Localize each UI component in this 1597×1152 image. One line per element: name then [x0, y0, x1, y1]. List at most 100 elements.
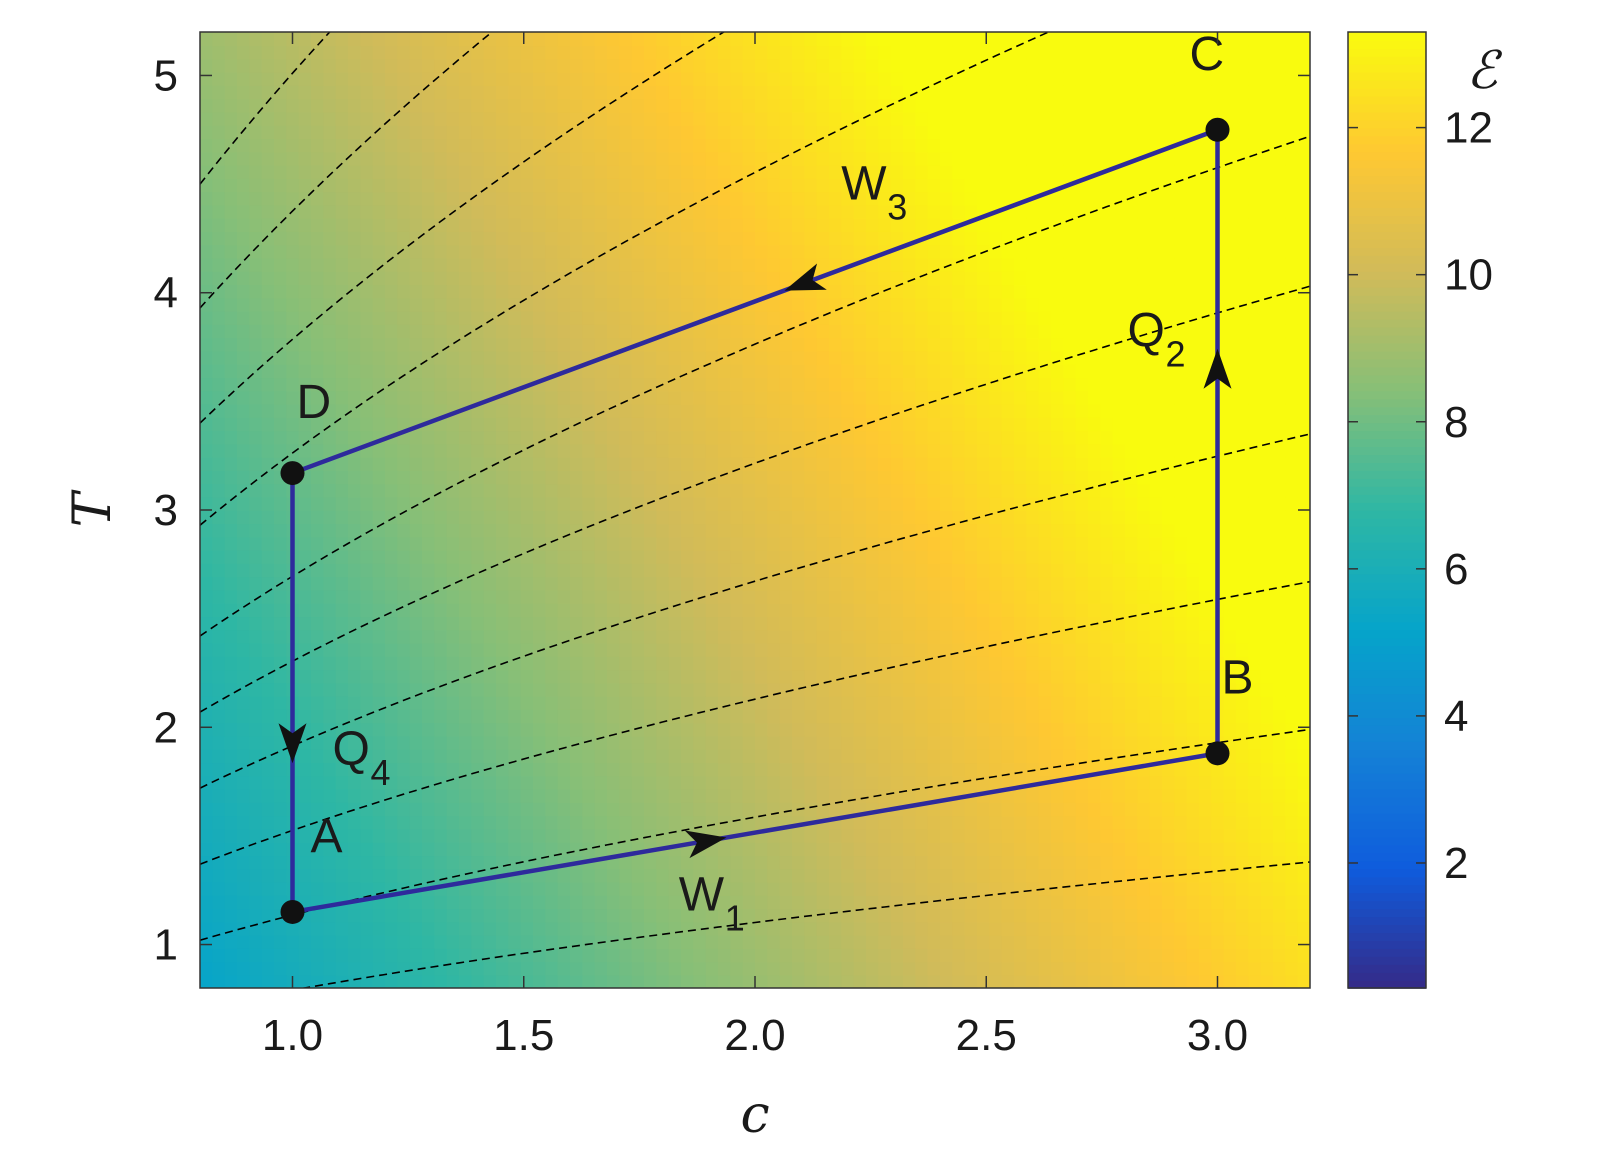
heatmap-cell	[434, 191, 448, 206]
heatmap-cell	[631, 722, 645, 737]
heatmap-cell	[977, 669, 991, 684]
heatmap-cell	[829, 204, 843, 219]
heatmap-cell	[594, 151, 608, 166]
heatmap-cell	[829, 390, 843, 405]
heatmap-cell	[607, 324, 621, 339]
heatmap-cell	[471, 85, 485, 100]
heatmap-cell	[705, 669, 719, 684]
heatmap-cell	[742, 616, 756, 631]
heatmap-cell	[372, 71, 386, 86]
heatmap-cell	[385, 576, 399, 591]
heatmap-cell	[249, 523, 263, 538]
heatmap-cell	[1051, 642, 1065, 657]
heatmap-cell	[964, 231, 978, 246]
heatmap-cell	[298, 510, 312, 525]
heatmap-cell	[212, 510, 226, 525]
heatmap-cell	[594, 470, 608, 485]
heatmap-cell	[656, 191, 670, 206]
heatmap-cell	[607, 178, 621, 193]
heatmap-cell	[792, 231, 806, 246]
heatmap-cell	[705, 722, 719, 737]
heatmap-cell	[434, 32, 448, 47]
heatmap-cell	[582, 510, 596, 525]
heatmap-cell	[261, 85, 275, 100]
heatmap-cell	[274, 85, 288, 100]
heatmap-cell	[656, 523, 670, 538]
heatmap-cell	[964, 85, 978, 100]
heatmap-cell	[619, 257, 633, 272]
heatmap-cell	[940, 749, 954, 764]
heatmap-cell	[644, 815, 658, 830]
heatmap-cell	[570, 271, 584, 286]
heatmap-cell	[459, 961, 473, 976]
heatmap-cell	[249, 642, 263, 657]
heatmap-cell	[483, 231, 497, 246]
heatmap-cell	[681, 934, 695, 949]
heatmap-cell	[212, 403, 226, 418]
heatmap-cell	[631, 695, 645, 710]
heatmap-cell	[570, 549, 584, 564]
heatmap-cell	[853, 536, 867, 551]
heatmap-cell	[890, 496, 904, 511]
heatmap-cell	[434, 363, 448, 379]
heatmap-cell	[742, 310, 756, 325]
heatmap-cell	[1026, 855, 1040, 870]
heatmap-cell	[286, 284, 300, 299]
heatmap-cell	[619, 775, 633, 790]
heatmap-cell	[459, 709, 473, 724]
heatmap-cell	[903, 895, 917, 910]
heatmap-cell	[323, 284, 337, 299]
heatmap-cell	[594, 669, 608, 684]
heatmap-cell	[718, 722, 732, 737]
heatmap-cell	[1001, 45, 1015, 60]
heatmap-cell	[385, 669, 399, 684]
heatmap-cell	[397, 749, 411, 764]
heatmap-cell	[792, 788, 806, 803]
heatmap-cell	[237, 124, 251, 140]
heatmap-cell	[989, 775, 1003, 790]
heatmap-cell	[1026, 934, 1040, 949]
heatmap-cell	[927, 563, 941, 578]
heatmap-cell	[200, 895, 214, 910]
heatmap-cell	[348, 576, 362, 591]
heatmap-cell	[693, 642, 707, 657]
heatmap-cell	[631, 470, 645, 485]
heatmap-cell	[397, 111, 411, 126]
heatmap-cell	[681, 350, 695, 365]
heatmap-cell	[952, 868, 966, 883]
heatmap-cell	[964, 297, 978, 312]
heatmap-cell	[755, 549, 769, 564]
heatmap-cell	[631, 204, 645, 219]
heatmap-cell	[471, 974, 485, 988]
heatmap-cell	[274, 231, 288, 246]
heatmap-cell	[989, 921, 1003, 936]
heatmap-cell	[631, 124, 645, 140]
heatmap-cell	[311, 616, 325, 631]
heatmap-cell	[656, 908, 670, 923]
heatmap-cell	[890, 855, 904, 870]
heatmap-cell	[816, 802, 830, 817]
heatmap-cell	[545, 536, 559, 551]
heatmap-cell	[779, 576, 793, 591]
heatmap-cell	[644, 191, 658, 206]
heatmap-cell	[804, 523, 818, 538]
heatmap-cell	[964, 510, 978, 525]
heatmap-cell	[274, 921, 288, 936]
heatmap-cell	[730, 510, 744, 525]
heatmap-cell	[274, 815, 288, 830]
heatmap-cell	[1038, 430, 1052, 445]
heatmap-cell	[298, 656, 312, 671]
heatmap-cell	[1038, 895, 1052, 910]
heatmap-cell	[372, 138, 386, 153]
heatmap-cell	[249, 669, 263, 684]
heatmap-cell	[200, 762, 214, 777]
heatmap-cell	[249, 496, 263, 511]
heatmap-cell	[594, 377, 608, 392]
heatmap-cell	[792, 85, 806, 100]
heatmap-cell	[212, 602, 226, 618]
heatmap-cell	[508, 350, 522, 365]
heatmap-cell	[212, 456, 226, 471]
heatmap-cell	[409, 695, 423, 710]
heatmap-cell	[446, 297, 460, 312]
heatmap-cell	[422, 948, 436, 963]
